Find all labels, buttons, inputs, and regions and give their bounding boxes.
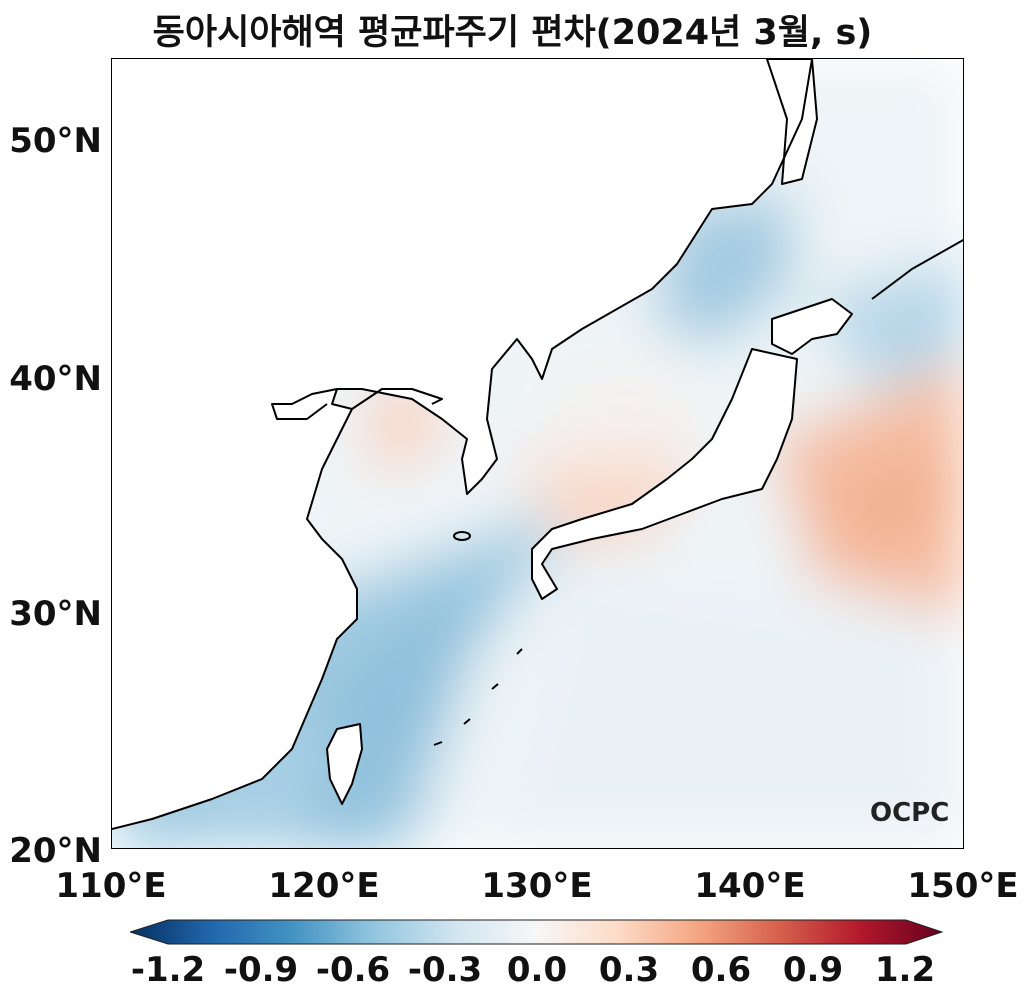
- colorbar-tick: 0.0: [506, 950, 568, 990]
- colorbar-tick: -0.3: [407, 950, 483, 990]
- colorbar-tick: -0.9: [223, 950, 299, 990]
- x-tick-label: 150°E: [907, 866, 1019, 906]
- colorbar-tick: 0.6: [690, 950, 752, 990]
- y-tick-label: 40°N: [9, 359, 102, 399]
- y-tick-label: 30°N: [9, 594, 102, 634]
- colorbar-tick: 0.3: [598, 950, 660, 990]
- colorbar-tick: -0.6: [315, 950, 391, 990]
- x-tick-label: 120°E: [268, 866, 380, 906]
- colorbar: [130, 919, 944, 945]
- x-tick-label: 110°E: [55, 866, 167, 906]
- x-tick-label: 130°E: [481, 866, 593, 906]
- map-title: 동아시아해역 평균파주기 편차(2024년 3월, s): [152, 13, 873, 53]
- map-panel: [111, 58, 964, 849]
- anomaly-field: [112, 59, 963, 848]
- ocpc-logo: OCPC: [870, 798, 950, 828]
- colorbar-tick: -1.2: [130, 950, 206, 990]
- colorbar-tick: 1.2: [874, 950, 936, 990]
- y-tick-label: 50°N: [9, 121, 102, 161]
- colorbar-tick: 0.9: [782, 950, 844, 990]
- x-tick-label: 140°E: [694, 866, 806, 906]
- y-tick-label: 20°N: [9, 831, 102, 871]
- coastlines: [112, 59, 963, 830]
